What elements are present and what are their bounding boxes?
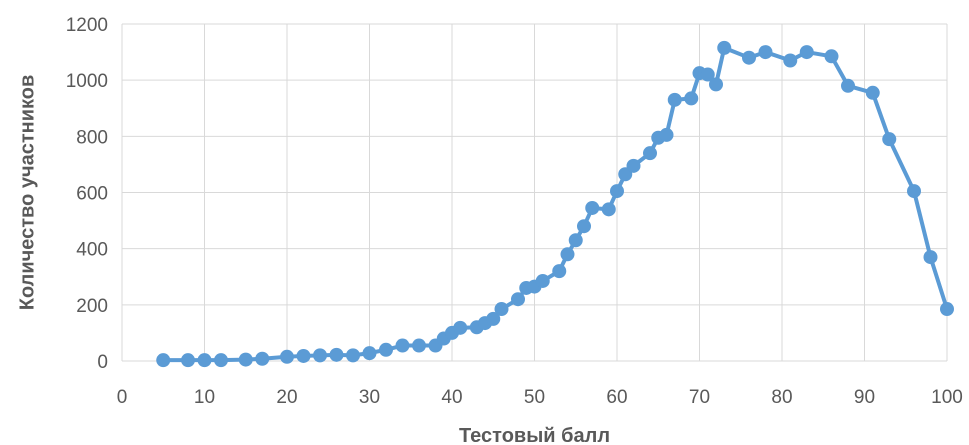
data-point xyxy=(255,351,270,366)
data-point xyxy=(742,50,756,65)
data-point xyxy=(238,352,253,367)
x-tick-label: 10 xyxy=(194,387,215,408)
x-tick-label: 70 xyxy=(689,387,710,408)
data-point xyxy=(841,78,855,93)
data-point xyxy=(577,219,591,234)
x-tick-label: 80 xyxy=(771,387,792,408)
data-point xyxy=(296,348,311,363)
data-point xyxy=(181,353,195,368)
series-participants xyxy=(156,40,954,368)
data-point xyxy=(453,320,468,335)
data-point xyxy=(799,45,814,60)
data-point xyxy=(346,348,360,363)
data-point xyxy=(552,264,567,279)
data-point xyxy=(643,146,657,161)
data-point xyxy=(568,233,583,248)
data-point xyxy=(412,338,426,353)
data-point xyxy=(560,247,575,262)
data-point xyxy=(197,353,212,368)
series-line xyxy=(161,45,949,363)
data-point xyxy=(659,127,674,142)
x-tick-label: 60 xyxy=(606,387,627,408)
y-tick-label: 0 xyxy=(97,352,108,373)
data-point xyxy=(907,184,921,199)
data-point xyxy=(313,348,327,363)
x-tick-label: 30 xyxy=(359,387,380,408)
y-tick-label: 800 xyxy=(76,127,108,148)
data-point xyxy=(585,200,600,215)
y-tick-label: 200 xyxy=(76,296,108,317)
data-point xyxy=(486,311,501,326)
data-point xyxy=(379,342,393,357)
data-point xyxy=(214,353,228,368)
y-tick-label: 400 xyxy=(76,240,108,261)
x-axis-tick-labels: 0 10 20 30 40 50 60 70 80 90 100 xyxy=(117,387,963,408)
data-point xyxy=(758,45,773,60)
data-point xyxy=(329,347,344,362)
y-tick-label: 600 xyxy=(76,184,108,205)
data-point xyxy=(626,158,641,173)
data-point xyxy=(362,346,377,361)
data-point xyxy=(717,40,732,55)
data-point xyxy=(395,338,410,353)
data-point xyxy=(824,49,839,64)
data-point xyxy=(601,202,616,217)
data-point xyxy=(156,353,171,368)
data-point xyxy=(667,92,682,107)
data-point xyxy=(882,132,897,147)
data-point xyxy=(709,77,723,92)
x-tick-label: 100 xyxy=(931,387,963,408)
y-axis-tick-labels: 0 200 400 600 800 1000 1200 xyxy=(66,15,108,373)
y-tick-label: 1200 xyxy=(66,15,108,36)
data-point xyxy=(511,292,525,307)
data-point xyxy=(684,91,699,106)
data-point xyxy=(940,302,954,317)
data-point xyxy=(610,184,624,199)
data-point xyxy=(494,302,509,317)
x-axis-title: Тестовый балл xyxy=(459,425,610,445)
data-point xyxy=(700,67,715,82)
y-tick-label: 1000 xyxy=(66,71,108,92)
data-point xyxy=(923,250,938,265)
data-point xyxy=(865,85,880,100)
x-tick-label: 0 xyxy=(117,387,128,408)
data-point xyxy=(535,273,550,288)
y-axis-title: Количество участников xyxy=(16,75,38,311)
x-tick-label: 50 xyxy=(524,387,545,408)
x-tick-label: 20 xyxy=(276,387,297,408)
data-point xyxy=(280,349,294,364)
x-tick-label: 90 xyxy=(854,387,875,408)
x-tick-label: 40 xyxy=(441,387,462,408)
grid-lines xyxy=(121,23,948,362)
data-point xyxy=(783,53,798,68)
